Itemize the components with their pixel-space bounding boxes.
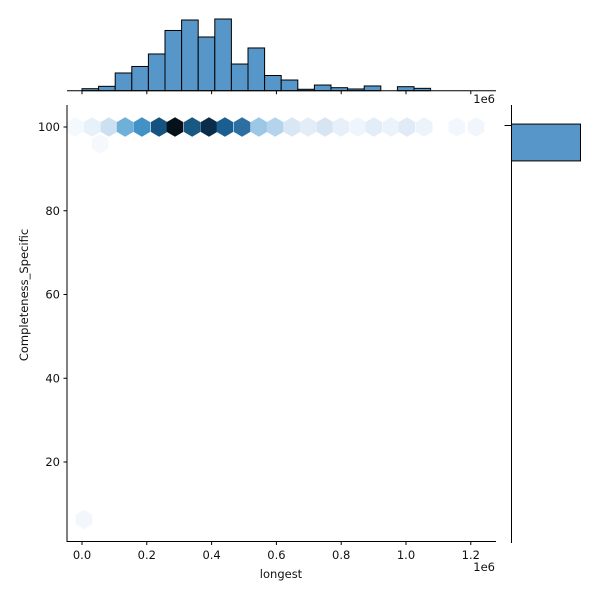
hexbin-cell [200, 117, 218, 137]
top-hist-bar [230, 63, 249, 92]
hexbin-cell [216, 117, 234, 137]
top-hist-bar [396, 86, 415, 92]
hexbin-cell [250, 117, 268, 137]
hexbin-cell [166, 117, 184, 137]
y-tick-label: 80 [45, 204, 60, 218]
top-hist-bar [147, 53, 166, 92]
hexbin-cell [382, 117, 400, 137]
hexbin-cell [467, 117, 485, 137]
top-hist-bar [363, 85, 382, 92]
hexbin-cell [100, 117, 118, 137]
hexbin-cell [133, 117, 151, 137]
top-hist-bar [247, 47, 266, 92]
x-tick-label: 0.8 [332, 548, 350, 562]
y-tick-label: 100 [38, 120, 60, 134]
hexbin-cell [266, 117, 284, 137]
x-axis-label: longest [259, 567, 303, 581]
hexbin-cell [83, 117, 101, 137]
hexbin-cell [448, 117, 466, 137]
y-tick-label: 40 [45, 371, 60, 385]
top-hist-bar [98, 85, 116, 92]
right-hist-bar [511, 123, 581, 162]
top-hist-bar [197, 36, 216, 92]
x-tick-label: 0.2 [138, 548, 156, 562]
hexbin-cell [150, 117, 168, 137]
y-tick-label: 20 [45, 455, 60, 469]
hexbin-cell [415, 117, 433, 137]
y-tick-label: 60 [45, 288, 60, 302]
top-hist-bar [114, 72, 133, 92]
top-hist-bar [164, 29, 183, 92]
top-hist-bar [214, 18, 232, 92]
hexbin-cell [365, 117, 383, 137]
x-tick-label: 1.0 [397, 548, 415, 562]
hexbin-cell [233, 117, 251, 137]
x-tick-label: 0.6 [267, 548, 285, 562]
hexbin-cell [283, 117, 301, 137]
top-hist-bar [264, 74, 282, 92]
hexbin-cell [91, 133, 109, 154]
hexbin-cell [299, 117, 317, 137]
hexbin-cell [398, 117, 416, 137]
x-offset-label-bottom: 1e6 [473, 560, 495, 574]
hexbin-cell [66, 117, 84, 137]
x-tick-label: 0.0 [73, 548, 91, 562]
hexbin-cell [332, 117, 350, 137]
top-hist-bar [280, 79, 299, 92]
x-offset-label-top: 1e6 [473, 92, 495, 106]
top-hist-bar [313, 84, 332, 92]
top-hist-bar [181, 19, 199, 92]
hexbin-cell [75, 509, 93, 530]
hexbin-cell [316, 117, 334, 137]
x-tick-label: 1.2 [462, 548, 480, 562]
x-tick-label: 0.4 [202, 548, 220, 562]
hexbin-cell [349, 117, 367, 137]
y-axis-label: Completeness_Specific [17, 228, 31, 362]
hexbin-cell [183, 117, 201, 137]
top-hist-bar [131, 65, 149, 92]
hexbin-cell [116, 117, 134, 137]
